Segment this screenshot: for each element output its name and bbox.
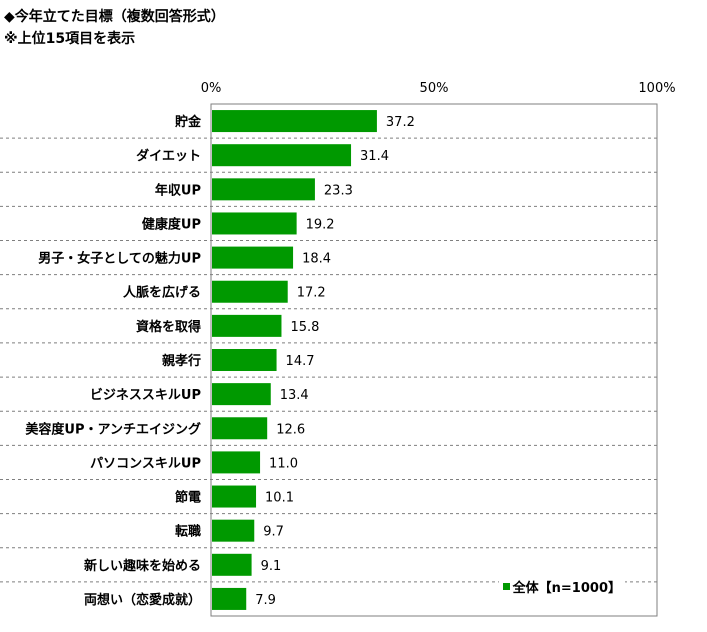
value-label: 9.1 [261,559,282,574]
category-label: 美容度UP・アンチエイジング [25,421,201,437]
category-label: 節電 [175,490,201,506]
bar [212,451,261,474]
x-tick-label: 50% [420,81,449,96]
legend-label: 全体【n=1000】 [512,581,621,596]
category-label: ビジネススキルUP [90,387,201,403]
bar [212,519,255,542]
bar [212,246,294,269]
category-label: 両想い（恋愛成就） [84,592,201,608]
bar [212,383,271,406]
bar [212,314,282,337]
legend: 全体【n=1000】 [498,577,625,596]
value-label: 15.8 [290,320,319,335]
bar [212,178,315,201]
bar [212,280,288,303]
value-label: 7.9 [255,593,276,608]
category-label: 親孝行 [162,353,201,369]
value-label: 11.0 [269,456,298,471]
bar [212,212,297,235]
category-label: 男子・女子としての魅力UP [38,251,201,267]
value-label: 9.7 [263,525,284,540]
category-label: 資格を取得 [136,319,201,335]
value-label: 37.2 [386,115,415,130]
bar [212,587,247,610]
category-label: 人脈を広げる [123,285,201,301]
category-label: 貯金 [175,114,202,130]
category-label: 健康度UP [142,216,201,232]
category-label: 年収UP [155,182,201,198]
chart-subtitle: ※上位15項目を表示 [4,31,136,47]
category-label: 転職 [175,524,201,540]
value-label: 18.4 [302,252,331,267]
value-label: 23.3 [324,183,353,198]
bar [212,553,252,576]
plot-frame [210,103,658,617]
category-label: パソコンスキルUP [90,456,201,471]
x-tick-label: 0% [201,81,222,96]
legend-swatch [502,583,510,590]
category-label: ダイエット [136,148,201,164]
x-tick-label: 100% [638,81,675,96]
category-label: 新しい趣味を始める [84,558,201,574]
bar [212,110,377,133]
bar [212,349,277,371]
bar [212,417,268,440]
bar [212,144,352,167]
value-label: 12.6 [276,422,305,437]
value-label: 17.2 [297,286,326,301]
chart-title: ◆今年立てた目標（複数回答形式） [4,9,225,25]
value-label: 31.4 [360,149,389,164]
value-label: 13.4 [280,388,309,403]
value-label: 10.1 [265,491,294,506]
value-label: 14.7 [286,354,315,369]
bar [212,485,257,508]
value-label: 19.2 [306,217,335,232]
